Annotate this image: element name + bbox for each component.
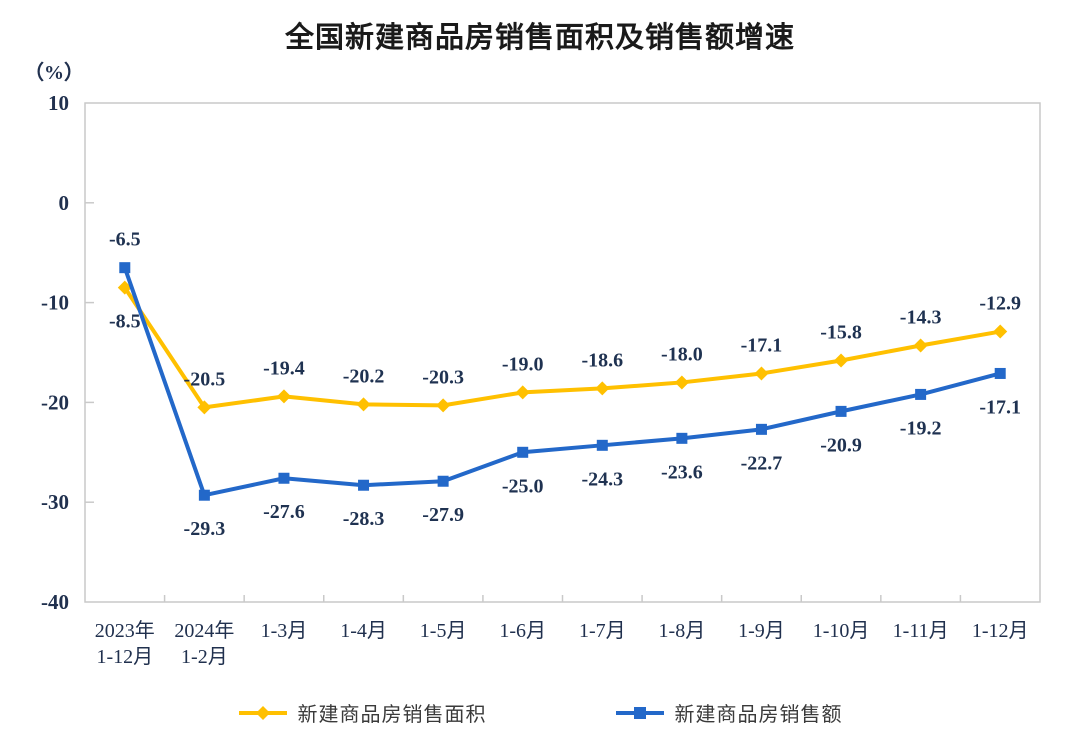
y-tick-label: -40 bbox=[41, 590, 69, 614]
x-tick-label: 1-9月 bbox=[738, 620, 785, 642]
y-axis-unit-label: （%） bbox=[24, 62, 84, 84]
data-point-diamond bbox=[913, 338, 928, 353]
data-label: -17.1 bbox=[741, 334, 783, 356]
data-label: -22.7 bbox=[741, 452, 783, 474]
legend-marker-diamond-icon bbox=[238, 705, 287, 720]
x-tick-label: 2023年 1-12月 bbox=[95, 619, 155, 668]
data-point-square bbox=[278, 472, 290, 484]
data-point-square bbox=[676, 432, 688, 444]
data-label: -28.3 bbox=[343, 508, 385, 530]
data-label: -23.6 bbox=[661, 461, 703, 483]
series-line-1 bbox=[122, 265, 1003, 498]
x-tick-label: 1-6月 bbox=[499, 620, 546, 642]
series-line-0 bbox=[122, 285, 1003, 410]
data-label: -20.3 bbox=[422, 366, 464, 388]
data-point-square bbox=[437, 475, 449, 487]
legend-item-sales-amount: 新建商品房销售额 bbox=[615, 698, 843, 727]
y-tick-label: -20 bbox=[41, 390, 69, 414]
data-label: -20.5 bbox=[184, 368, 226, 390]
data-label: -20.9 bbox=[820, 434, 862, 456]
data-label: -25.0 bbox=[502, 475, 544, 497]
data-point-diamond bbox=[834, 353, 849, 368]
line-chart-plot-area: 10 0 -10 -20 -30 -40 2023年 1-12月 2024年 1-2月 1-3月 1-… bbox=[41, 91, 1041, 668]
y-tick-label: 0 bbox=[59, 191, 70, 215]
legend-marker-square-icon bbox=[615, 706, 664, 719]
legend-item-sales-area: 新建商品房销售面积 bbox=[238, 698, 487, 727]
data-point-diamond bbox=[754, 366, 769, 381]
x-tick-label: 1-8月 bbox=[659, 620, 706, 642]
data-label: -6.5 bbox=[109, 229, 141, 251]
data-label: -17.1 bbox=[979, 396, 1021, 418]
data-label: -19.0 bbox=[502, 353, 544, 375]
data-label: -15.8 bbox=[820, 321, 862, 343]
data-label: -27.6 bbox=[263, 501, 305, 523]
data-point-diamond bbox=[117, 280, 132, 295]
data-point-square bbox=[119, 262, 131, 274]
data-point-diamond bbox=[356, 397, 371, 412]
data-label: -14.3 bbox=[900, 307, 942, 329]
data-point-diamond bbox=[674, 375, 689, 390]
data-label: -27.9 bbox=[422, 504, 464, 526]
data-label: -12.9 bbox=[979, 293, 1021, 315]
data-label: -24.3 bbox=[581, 468, 623, 490]
data-point-diamond bbox=[436, 398, 451, 413]
data-point-diamond bbox=[515, 385, 530, 400]
x-tick-label: 1-7月 bbox=[579, 620, 626, 642]
data-point-diamond bbox=[993, 324, 1008, 339]
data-point-square bbox=[596, 439, 608, 451]
x-tick-label: 1-5月 bbox=[420, 620, 467, 642]
data-point-square bbox=[835, 405, 847, 417]
legend-label-sales-area: 新建商品房销售面积 bbox=[297, 704, 487, 726]
y-tick-label: -30 bbox=[41, 490, 69, 514]
x-tick-label: 1-3月 bbox=[261, 620, 308, 642]
x-tick-label: 1-10月 bbox=[813, 620, 870, 642]
data-point-square bbox=[755, 423, 767, 435]
data-label: -18.6 bbox=[581, 349, 623, 371]
data-label: -8.5 bbox=[109, 311, 141, 333]
data-label: -29.3 bbox=[184, 518, 226, 540]
y-tick-label: 10 bbox=[48, 91, 69, 115]
x-tick-label: 2024年 1-2月 bbox=[174, 619, 234, 668]
legend-label-sales-amount: 新建商品房销售额 bbox=[674, 704, 843, 726]
data-label: -19.2 bbox=[900, 417, 942, 439]
data-point-square bbox=[358, 479, 370, 491]
data-point-diamond bbox=[595, 381, 610, 396]
data-point-square bbox=[517, 446, 529, 458]
x-tick-label: 1-11月 bbox=[893, 620, 949, 642]
legend: 新建商品房销售面积 新建商品房销售额 bbox=[0, 698, 1080, 727]
data-point-square bbox=[994, 367, 1006, 379]
data-label: -20.2 bbox=[343, 365, 385, 387]
chart-title: 全国新建商品房销售面积及销售额增速 bbox=[284, 22, 795, 54]
x-tick-label: 1-4月 bbox=[340, 620, 387, 642]
data-label: -18.0 bbox=[661, 343, 703, 365]
x-tick-label: 1-12月 bbox=[972, 620, 1029, 642]
data-point-square bbox=[198, 489, 210, 501]
data-point-diamond bbox=[276, 389, 291, 404]
plot-border bbox=[84, 102, 1041, 603]
data-label: -19.4 bbox=[263, 357, 305, 379]
data-point-square bbox=[915, 388, 927, 400]
y-tick-label: -10 bbox=[41, 291, 69, 315]
data-point-diamond bbox=[197, 400, 212, 415]
